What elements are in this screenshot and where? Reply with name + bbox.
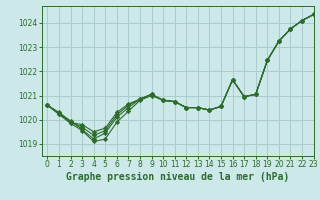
X-axis label: Graphe pression niveau de la mer (hPa): Graphe pression niveau de la mer (hPa) [66, 172, 289, 182]
